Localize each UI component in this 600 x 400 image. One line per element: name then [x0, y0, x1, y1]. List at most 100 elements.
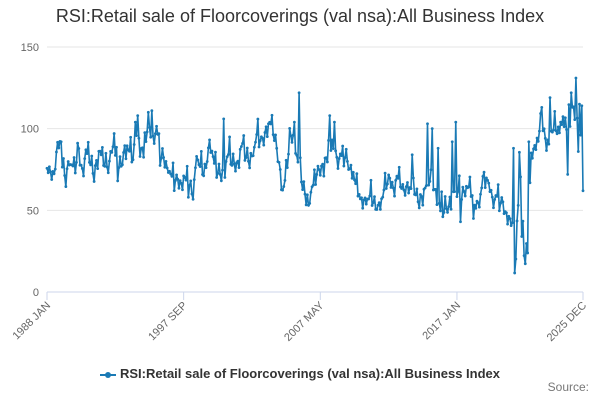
- data-point: [252, 145, 256, 149]
- data-point: [289, 134, 293, 138]
- data-point: [514, 257, 518, 261]
- data-point: [453, 190, 456, 194]
- data-point: [141, 146, 144, 150]
- data-point: [375, 208, 379, 211]
- data-point: [208, 138, 211, 142]
- data-point: [461, 185, 465, 189]
- data-point: [202, 174, 206, 178]
- data-point: [99, 153, 103, 157]
- data-point: [292, 120, 296, 124]
- data-point: [513, 271, 517, 275]
- data-point: [256, 117, 260, 121]
- data-point: [153, 132, 157, 136]
- data-point: [146, 110, 150, 114]
- data-point: [377, 201, 381, 205]
- data-point: [580, 104, 584, 108]
- data-point: [82, 174, 85, 178]
- data-point: [303, 192, 307, 196]
- data-point: [221, 168, 224, 172]
- data-point: [331, 147, 335, 151]
- data-point: [428, 179, 432, 183]
- data-point: [378, 207, 382, 211]
- data-point: [501, 200, 505, 204]
- data-point: [430, 127, 434, 131]
- data-point: [116, 179, 120, 183]
- data-point: [435, 203, 439, 207]
- data-point: [527, 140, 531, 144]
- data-point: [189, 179, 193, 183]
- grid-lines: [47, 46, 583, 211]
- data-point: [572, 105, 575, 109]
- data-point: [521, 219, 525, 223]
- data-point: [559, 120, 563, 124]
- data-point: [227, 153, 230, 156]
- data-point: [76, 141, 80, 145]
- data-point: [313, 168, 316, 172]
- data-point: [59, 140, 63, 144]
- data-point: [581, 189, 585, 193]
- data-point: [125, 144, 129, 148]
- data-point: [395, 174, 399, 178]
- data-point: [367, 197, 370, 201]
- data-point: [349, 163, 353, 167]
- data-point: [296, 160, 300, 164]
- data-point: [262, 143, 266, 147]
- data-point: [190, 192, 194, 196]
- data-point: [406, 181, 409, 184]
- data-point: [456, 189, 460, 193]
- series-line: [46, 77, 584, 274]
- data-point: [409, 187, 413, 191]
- data-point: [278, 168, 282, 171]
- data-point: [538, 129, 541, 133]
- data-point: [376, 203, 380, 207]
- data-point: [72, 156, 76, 159]
- data-point: [414, 193, 418, 197]
- data-point: [129, 135, 133, 139]
- data-point: [56, 140, 59, 144]
- data-point: [122, 151, 125, 154]
- data-point: [474, 206, 478, 210]
- data-point: [489, 188, 493, 192]
- data-point: [57, 146, 61, 150]
- data-point: [247, 159, 250, 163]
- series-group: [45, 76, 585, 275]
- data-point: [480, 186, 484, 190]
- data-point: [50, 178, 54, 181]
- data-point: [188, 183, 191, 187]
- legend[interactable]: RSI:Retail sale of Floorcoverings (val n…: [0, 366, 600, 381]
- data-point: [417, 206, 421, 210]
- data-point: [526, 251, 530, 255]
- y-tick-label-50: 50: [27, 205, 39, 217]
- y-tick-label-0: 0: [33, 287, 39, 299]
- data-point: [566, 173, 570, 176]
- data-point: [528, 181, 532, 185]
- data-point: [442, 210, 446, 214]
- data-point: [84, 148, 88, 152]
- data-point: [295, 153, 299, 157]
- data-point: [108, 159, 111, 163]
- data-point: [550, 130, 554, 134]
- data-point: [373, 195, 376, 199]
- data-point: [507, 214, 511, 218]
- data-point: [515, 219, 519, 223]
- data-point: [271, 133, 275, 137]
- data-point: [181, 188, 184, 192]
- data-point: [155, 124, 158, 128]
- data-point: [66, 160, 70, 163]
- data-point: [542, 127, 546, 131]
- data-point: [128, 149, 131, 153]
- source-note: Source:: [547, 380, 589, 394]
- data-point: [171, 161, 175, 165]
- data-point: [387, 173, 391, 177]
- data-point: [161, 147, 164, 150]
- data-point: [148, 126, 151, 129]
- x-tick-label: 1997 SEP: [146, 300, 190, 344]
- data-point: [272, 139, 276, 143]
- data-point: [545, 149, 548, 152]
- data-point: [486, 178, 489, 182]
- tick-labels: 0 50 100 150 1988 JAN 1997 SEP 2007 MAY 2017 JA…: [10, 42, 589, 344]
- data-point: [269, 122, 273, 126]
- data-point: [506, 222, 510, 226]
- data-point: [462, 190, 466, 193]
- data-point: [360, 196, 363, 200]
